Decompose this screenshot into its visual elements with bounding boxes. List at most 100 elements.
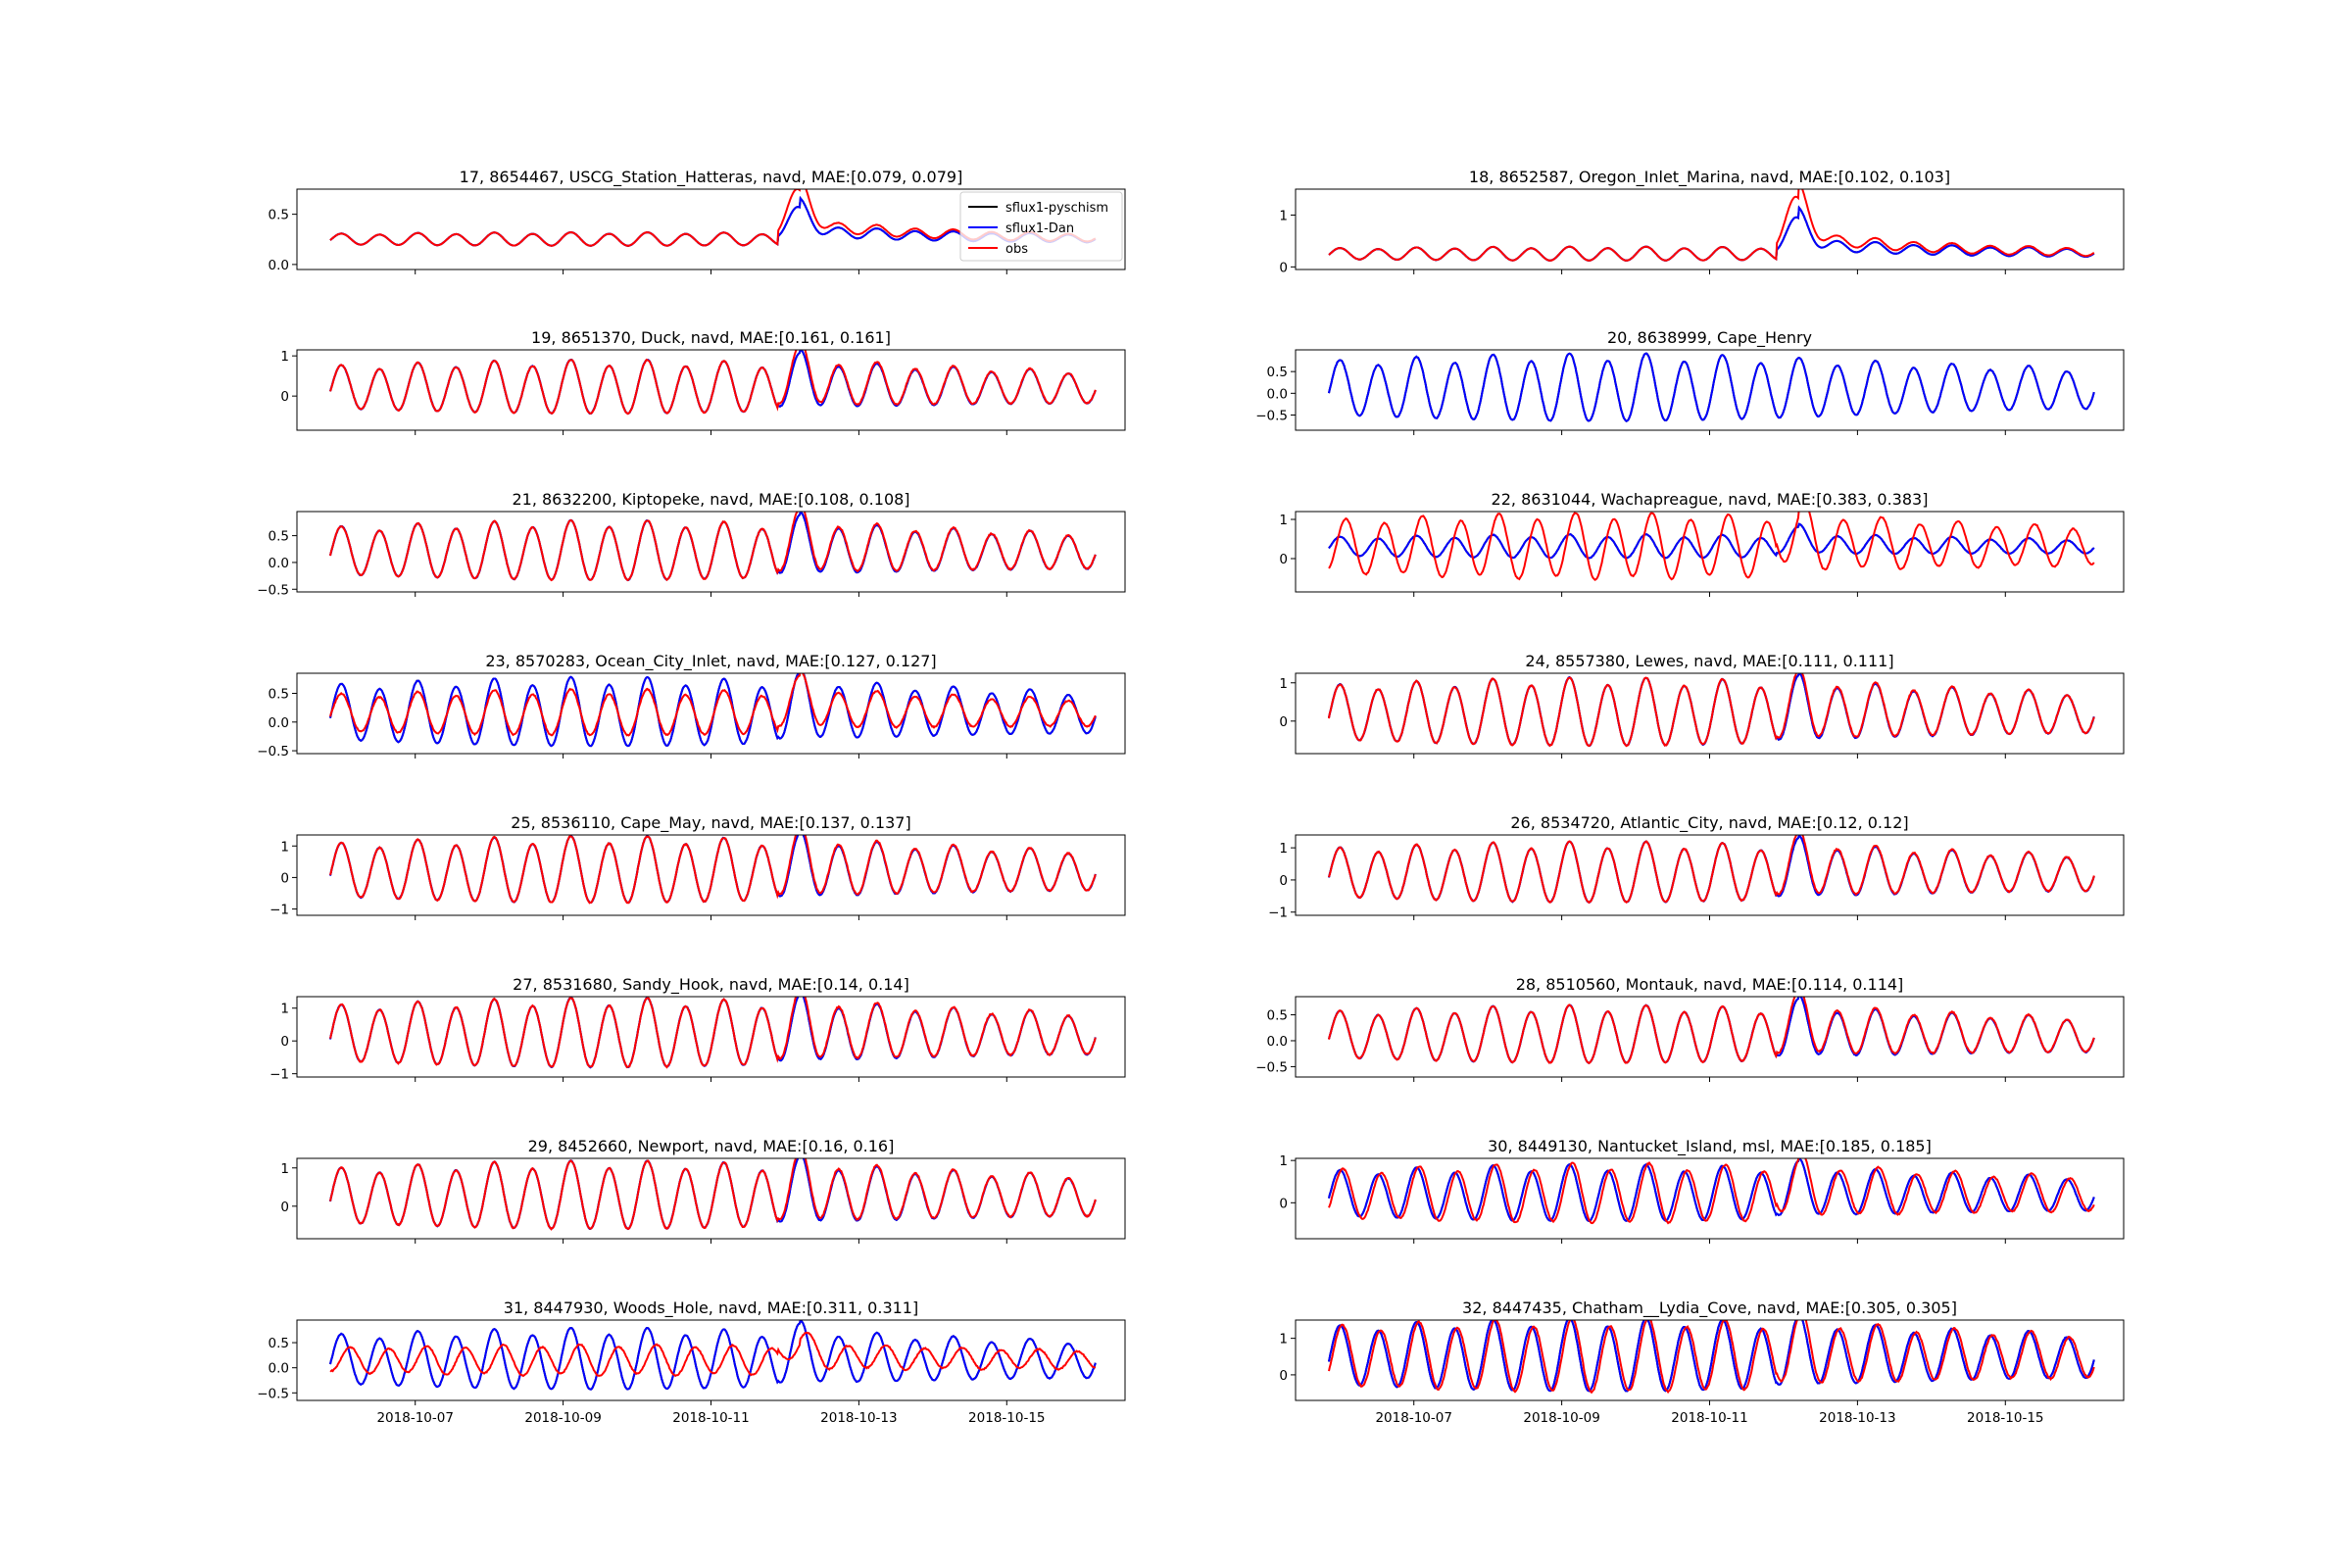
panel-7: 23, 8570283, Ocean_City_Inlet, navd, MAE… — [257, 652, 1126, 760]
series-obs — [329, 835, 1097, 905]
y-tick-label: 0.5 — [269, 208, 289, 223]
panel-title: 22, 8631044, Wachapreague, navd, MAE:[0.… — [1492, 490, 1929, 509]
panel-11: 27, 8531680, Sandy_Hook, navd, MAE:[0.14… — [270, 975, 1126, 1083]
y-tick-label: 1 — [280, 1002, 289, 1017]
x-tick-label: 2018-10-13 — [1819, 1410, 1895, 1426]
y-tick-label: 1 — [1279, 1153, 1288, 1169]
y-tick-label: 1 — [280, 1161, 289, 1177]
axes-frame — [1295, 834, 2125, 916]
x-tick-label: 2018-10-15 — [968, 1410, 1045, 1426]
series-sflux1-pyschism — [329, 673, 1097, 748]
y-tick-label: 0 — [280, 1034, 289, 1050]
axes-frame — [1295, 349, 2125, 431]
y-tick-label: 1 — [280, 349, 289, 365]
panel-title: 20, 8638999, Cape_Henry — [1607, 328, 1812, 348]
panel-14: 30, 8449130, Nantucket_Island, msl, MAE:… — [1279, 1137, 2125, 1244]
axes-frame — [296, 1319, 1126, 1401]
y-tick-label: 1 — [1279, 841, 1288, 857]
panel-4: 20, 8638999, Cape_Henry −0.5 0.0 0.5 — [1255, 328, 2125, 435]
axes-frame — [296, 511, 1126, 593]
series-sflux1-pyschism — [1328, 673, 2095, 747]
panel-title: 28, 8510560, Montauk, navd, MAE:[0.114, … — [1516, 975, 1904, 994]
x-tick-label: 2018-10-11 — [672, 1410, 749, 1426]
y-tick-label: 0.5 — [269, 1336, 289, 1351]
panel-10: 26, 8534720, Atlantic_City, navd, MAE:[0… — [1268, 813, 2125, 921]
axes-frame — [1295, 188, 2125, 270]
x-tick-label: 2018-10-09 — [1523, 1410, 1599, 1426]
y-tick-label: 1 — [1279, 1332, 1288, 1348]
series-sflux1-Dan — [329, 512, 1097, 581]
series-sflux1-pyschism — [329, 350, 1097, 415]
panel-3: 19, 8651370, Duck, navd, MAE:[0.161, 0.1… — [280, 328, 1126, 435]
panel-8: 24, 8557380, Lewes, navd, MAE:[0.111, 0.… — [1279, 652, 2125, 759]
series-sflux1-Dan — [329, 673, 1097, 748]
series-obs — [1328, 1158, 2095, 1225]
panel-13: 29, 8452660, Newport, navd, MAE:[0.16, 0… — [280, 1137, 1126, 1244]
series-sflux1-pyschism — [1328, 352, 2095, 422]
y-tick-label: −0.5 — [257, 582, 289, 598]
y-tick-label: −0.5 — [1255, 408, 1288, 423]
y-tick-label: −0.5 — [1255, 1059, 1288, 1075]
series-obs — [1328, 1320, 2095, 1395]
y-tick-label: 0.0 — [269, 258, 289, 273]
series-sflux1-Dan — [1328, 205, 2095, 262]
panel-6: 22, 8631044, Wachapreague, navd, MAE:[0.… — [1279, 490, 2125, 597]
y-tick-label: 0 — [280, 1200, 289, 1215]
series-sflux1-pyschism — [1328, 835, 2095, 904]
panel-title: 24, 8557380, Lewes, navd, MAE:[0.111, 0.… — [1525, 652, 1893, 670]
y-tick-label: 0.0 — [1267, 1034, 1288, 1050]
series-sflux1-Dan — [1328, 673, 2095, 747]
panel-title: 23, 8570283, Ocean_City_Inlet, navd, MAE… — [485, 652, 936, 671]
panel-12: 28, 8510560, Montauk, navd, MAE:[0.114, … — [1255, 975, 2125, 1082]
panel-title: 27, 8531680, Sandy_Hook, navd, MAE:[0.14… — [513, 975, 909, 995]
y-tick-label: 0.5 — [269, 687, 289, 703]
y-tick-label: 0.0 — [269, 715, 289, 731]
axes-frame — [296, 188, 1126, 270]
x-tick-label: 2018-10-13 — [820, 1410, 897, 1426]
axes-frame — [1295, 511, 2125, 593]
panel-5: 21, 8632200, Kiptopeke, navd, MAE:[0.108… — [257, 490, 1126, 598]
axes-frame — [296, 996, 1126, 1078]
panel-title: 17, 8654467, USCG_Station_Hatteras, navd… — [460, 168, 963, 187]
y-tick-label: 0.5 — [269, 529, 289, 545]
series-sflux1-pyschism — [329, 997, 1097, 1069]
series-sflux1-Dan — [329, 350, 1097, 415]
series-obs — [329, 350, 1097, 416]
y-tick-label: 0.0 — [269, 556, 289, 571]
y-tick-label: 0 — [1279, 873, 1288, 889]
axes-frame — [1295, 1157, 2125, 1240]
y-tick-label: −1 — [270, 1067, 289, 1083]
series-obs — [329, 673, 1097, 737]
x-tick-label: 2018-10-07 — [1375, 1410, 1451, 1426]
y-tick-label: 0.0 — [269, 1361, 289, 1377]
axes-frame — [1295, 672, 2125, 755]
axes-frame — [296, 834, 1126, 916]
y-tick-label: −1 — [270, 903, 289, 918]
series-sflux1-pyschism — [329, 512, 1097, 581]
series-sflux1-Dan — [329, 835, 1097, 904]
x-tick-label: 2018-10-07 — [376, 1410, 453, 1426]
panel-title: 21, 8632200, Kiptopeke, navd, MAE:[0.108… — [512, 490, 909, 509]
panel-15: 31, 8447930, Woods_Hole, navd, MAE:[0.31… — [257, 1298, 1126, 1426]
series-obs — [329, 1158, 1097, 1231]
panel-title: 18, 8652587, Oregon_Inlet_Marina, navd, … — [1469, 168, 1950, 187]
x-tick-label: 2018-10-11 — [1671, 1410, 1747, 1426]
y-tick-label: 0 — [280, 870, 289, 886]
series-sflux1-Dan — [1328, 997, 2095, 1064]
panel-title: 31, 8447930, Woods_Hole, navd, MAE:[0.31… — [504, 1298, 918, 1318]
panel-title: 19, 8651370, Duck, navd, MAE:[0.161, 0.1… — [531, 328, 891, 347]
y-tick-label: −0.5 — [257, 1386, 289, 1401]
legend-entry: sflux1-pyschism — [1005, 201, 1108, 216]
axes-frame — [296, 672, 1126, 755]
panel-16: 32, 8447435, Chatham__Lydia_Cove, navd, … — [1279, 1298, 2125, 1426]
panel-1: 17, 8654467, USCG_Station_Hatteras, navd… — [269, 168, 1126, 274]
y-tick-label: −0.5 — [257, 744, 289, 760]
series-obs — [1328, 512, 2095, 581]
series-obs — [1328, 189, 2095, 262]
series-sflux1-pyschism — [1328, 522, 2095, 560]
panel-9: 25, 8536110, Cape_May, navd, MAE:[0.137,… — [270, 813, 1126, 920]
series-sflux1-Dan — [329, 997, 1097, 1069]
y-tick-label: 1 — [1279, 676, 1288, 692]
axes-frame — [1295, 1319, 2125, 1401]
